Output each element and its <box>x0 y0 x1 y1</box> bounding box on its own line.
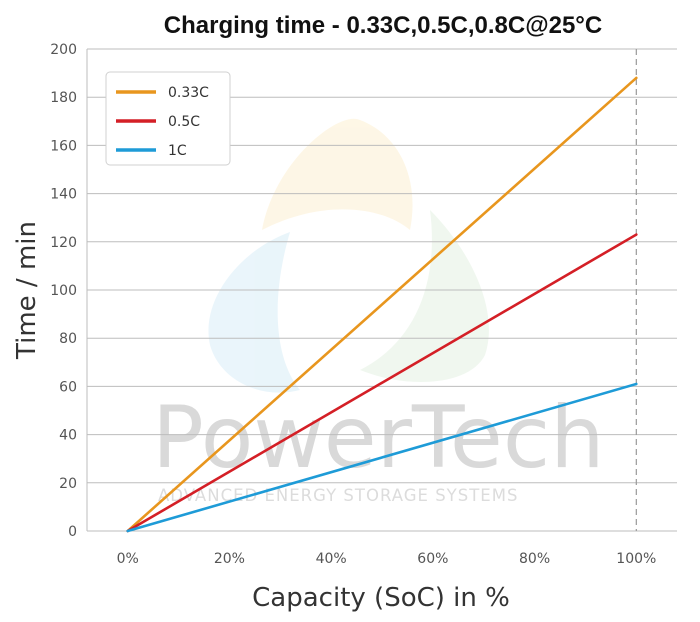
x-axis-label: Capacity (SoC) in % <box>252 583 510 613</box>
legend-label: 0.33C <box>168 85 209 101</box>
y-tick-label: 0 <box>68 524 77 540</box>
x-tick-label: 80% <box>519 551 550 567</box>
y-tick-label: 40 <box>59 428 77 444</box>
legend-label: 1C <box>168 143 187 159</box>
x-tick-label: 0% <box>117 551 139 567</box>
chart-title: Charging time - 0.33C,0.5C,0.8C@25°C <box>164 12 602 39</box>
watermark-tagline: ADVANCED ENERGY STORAGE SYSTEMS <box>158 486 518 505</box>
watermark-brand: PowerTech <box>152 388 605 488</box>
y-axis-label: Time / min <box>12 221 42 360</box>
legend-label: 0.5C <box>168 114 200 130</box>
y-tick-label: 120 <box>50 235 77 251</box>
series-line-1C <box>126 382 638 533</box>
legend-box <box>105 71 231 166</box>
y-tick-label: 200 <box>50 42 77 58</box>
watermark-logo-icon <box>208 118 489 393</box>
y-tick-label: 140 <box>50 187 77 203</box>
x-tick-label: 100% <box>616 551 656 567</box>
series-line-0.5C <box>126 233 638 533</box>
y-axis-ticks: 0 20 40 60 80 100 120 140 160 180 200 <box>50 42 77 540</box>
y-tick-label: 20 <box>59 476 77 492</box>
y-tick-label: 180 <box>50 90 77 106</box>
x-tick-label: 20% <box>214 551 245 567</box>
x-axis-ticks: 0% 20% 40% 60% 80% 100% <box>117 551 657 567</box>
series-lines <box>126 76 638 533</box>
y-tick-label: 160 <box>50 138 77 154</box>
y-tick-label: 60 <box>59 379 77 395</box>
grid <box>86 48 677 532</box>
y-tick-label: 100 <box>50 283 77 299</box>
series-line-0.33C <box>126 76 638 533</box>
legend: 0.33C 0.5C 1C <box>105 71 231 166</box>
x-tick-label: 60% <box>417 551 448 567</box>
x-tick-label: 40% <box>316 551 347 567</box>
y-tick-label: 80 <box>59 331 77 347</box>
